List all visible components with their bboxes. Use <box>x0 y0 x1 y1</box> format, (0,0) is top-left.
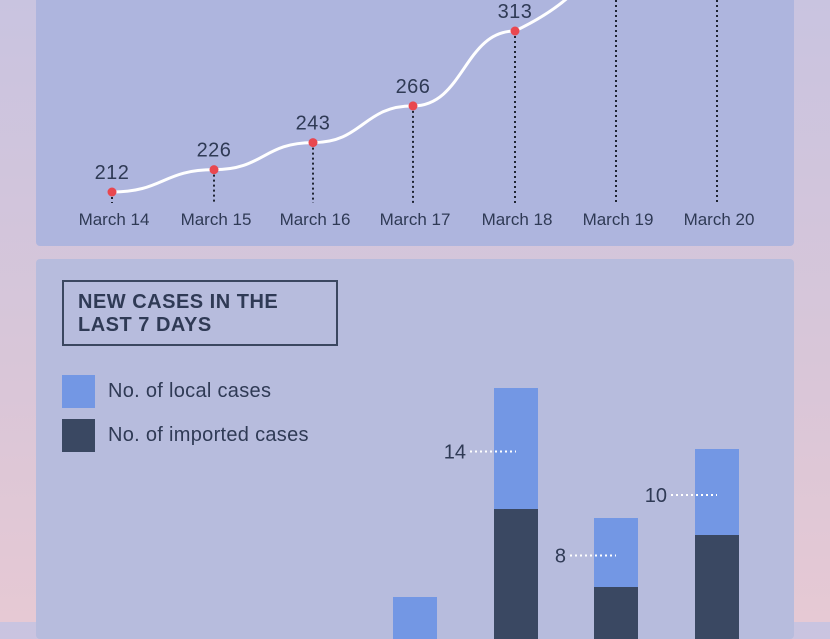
bar-local-6 <box>695 449 739 535</box>
bar-label-6: 10 <box>645 485 667 507</box>
legend-local-cases: No. of local cases <box>62 375 271 408</box>
bar-local-4 <box>494 388 538 509</box>
data-label-4: 313 <box>498 1 533 23</box>
new-cases-bar-chart: 14 8 10 <box>393 388 739 639</box>
data-label-2: 243 <box>296 113 331 135</box>
bar-imported-4 <box>494 509 538 639</box>
x-tick-label-1: March 15 <box>181 210 252 229</box>
legend-label-imported: No. of imported cases <box>108 424 309 446</box>
x-tick-label-0: March 14 <box>79 210 150 229</box>
bar-imported-6 <box>695 535 739 639</box>
bar-label-5: 8 <box>555 546 566 568</box>
data-point-3 <box>408 101 418 111</box>
x-tick-label-4: March 18 <box>482 210 553 229</box>
data-point-4 <box>510 26 520 36</box>
cumulative-cases-panel <box>36 0 794 246</box>
data-label-3: 266 <box>396 76 431 98</box>
legend-label-local: No. of local cases <box>108 380 272 402</box>
bar-local-5 <box>594 518 638 587</box>
data-point-1 <box>209 165 219 175</box>
cumulative-cases-line-chart: 212 226 243 266 313 March 14 March 15 March 16 M… <box>79 0 755 229</box>
data-point-0 <box>107 187 117 197</box>
x-tick-label-3: March 17 <box>380 210 451 229</box>
bar-local-3 <box>393 597 437 639</box>
x-tick-label-6: March 20 <box>684 210 755 229</box>
legend-swatch-local <box>62 375 95 408</box>
legend-imported-cases: No. of imported cases <box>62 419 309 452</box>
data-label-1: 226 <box>197 140 232 162</box>
bar-label-4: 14 <box>444 442 466 464</box>
legend-swatch-imported <box>62 419 95 452</box>
x-tick-label-5: March 19 <box>583 210 654 229</box>
data-point-2 <box>308 138 318 148</box>
data-label-0: 212 <box>95 162 130 184</box>
bar-imported-5 <box>594 587 638 639</box>
chart-title: NEW CASES IN THE LAST 7 DAYS <box>62 280 338 346</box>
new-cases-panel <box>36 259 794 639</box>
x-tick-label-2: March 16 <box>280 210 351 229</box>
